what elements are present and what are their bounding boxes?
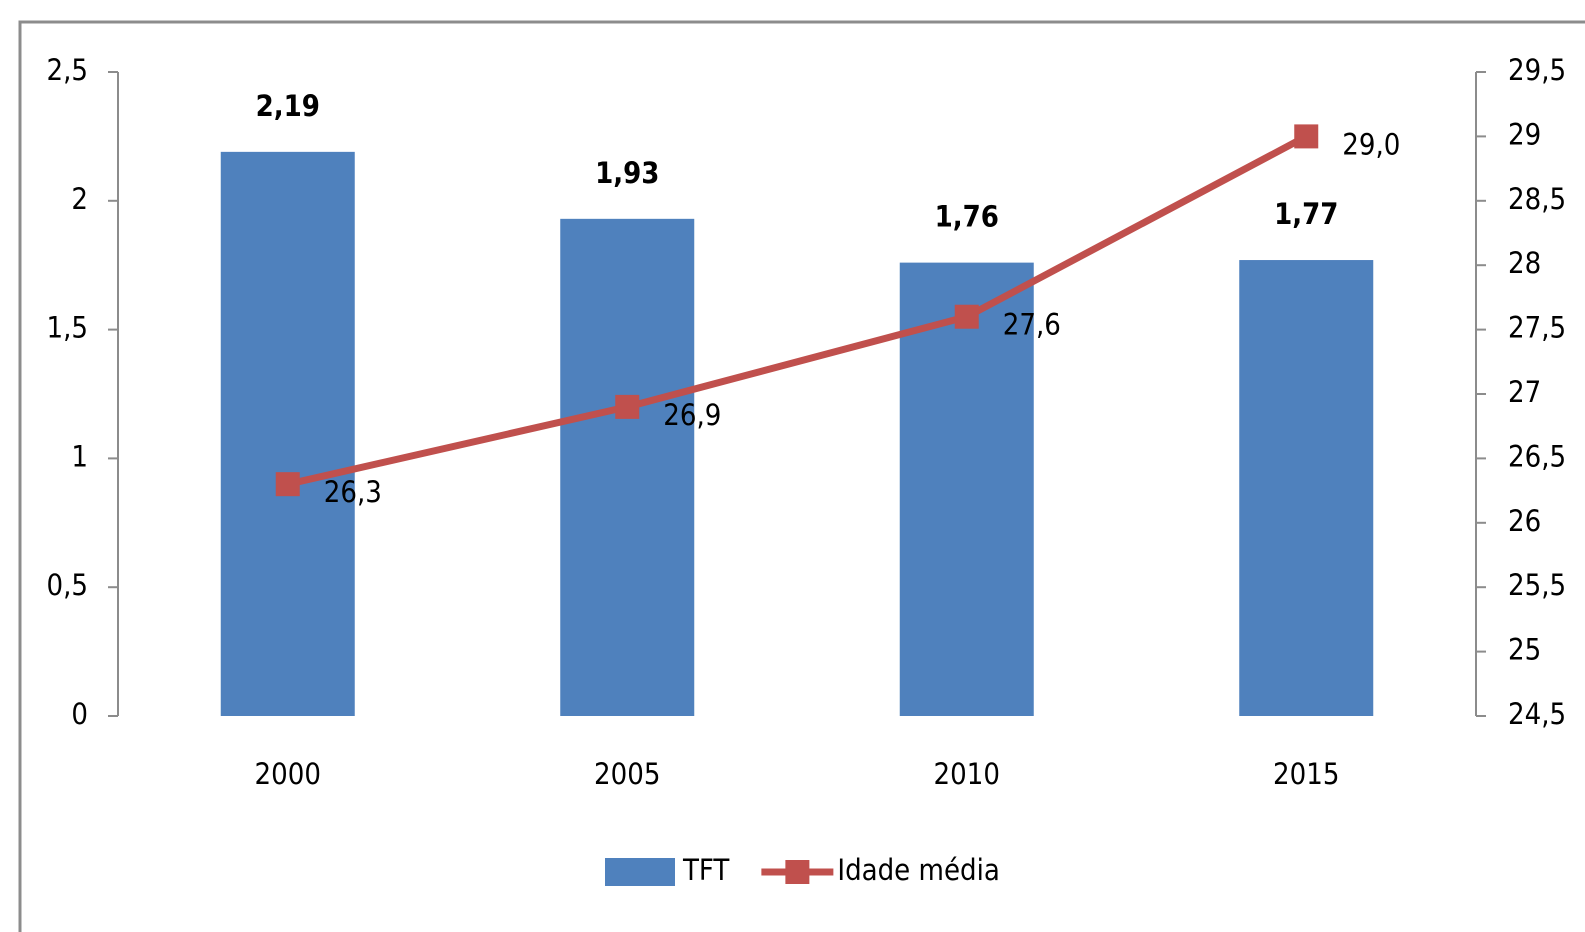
bar	[899, 262, 1034, 716]
bar-value-label: 1,76	[935, 200, 999, 234]
bar	[560, 218, 695, 716]
bar	[1239, 260, 1374, 716]
y-tick-label: 0,5	[47, 568, 88, 602]
y2-tick-label: 26	[1508, 504, 1541, 538]
y2-tick-label: 24,5	[1508, 697, 1566, 731]
legend-swatch-marker	[785, 860, 810, 884]
y2-tick-label: 27	[1508, 375, 1541, 409]
bar-value-label: 2,19	[256, 89, 320, 123]
y2-tick-label: 28	[1508, 246, 1541, 280]
y2-tick-label: 29	[1508, 117, 1541, 151]
line-value-label: 27,6	[1003, 308, 1061, 342]
y-tick-label: 2,5	[47, 53, 88, 87]
y2-tick-label: 25	[1508, 633, 1541, 667]
y-tick-label: 1,5	[47, 311, 88, 345]
y2-tick-label: 29,5	[1508, 53, 1566, 87]
line-value-label: 26,9	[663, 398, 721, 432]
y2-tick-label: 28,5	[1508, 182, 1566, 216]
legend-swatch	[605, 858, 675, 886]
line-marker	[954, 304, 979, 329]
y-tick-label: 0	[71, 697, 88, 731]
bar-value-label: 1,77	[1274, 197, 1338, 231]
line	[286, 133, 1308, 488]
legend-label: TFT	[682, 853, 730, 887]
bar	[220, 151, 355, 716]
y2-tick-label: 25,5	[1508, 568, 1566, 602]
line-marker	[275, 472, 300, 497]
x-tick-label: 2005	[594, 757, 660, 791]
y-tick-label: 2	[71, 182, 88, 216]
y2-tick-label: 26,5	[1508, 439, 1566, 473]
y2-tick-label: 27,5	[1508, 311, 1566, 345]
x-tick-label: 2015	[1273, 757, 1339, 791]
x-tick-label: 2010	[934, 757, 1000, 791]
line-marker	[615, 394, 640, 419]
line-value-label: 26,3	[324, 475, 382, 509]
x-tick-label: 2000	[255, 757, 321, 791]
line-marker	[1294, 124, 1319, 149]
legend-label: Idade média	[837, 853, 999, 887]
y-tick-label: 1	[71, 439, 88, 473]
line-value-label: 29,0	[1342, 127, 1400, 161]
bar-value-label: 1,93	[595, 156, 659, 190]
